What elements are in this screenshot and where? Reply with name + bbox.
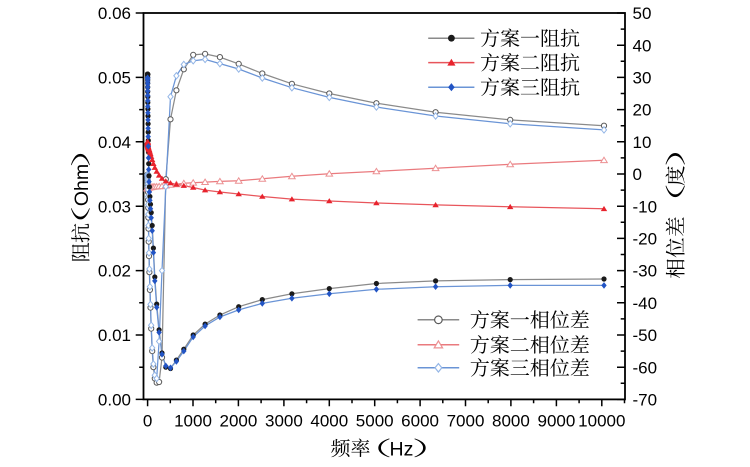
svg-text:40: 40	[633, 36, 652, 55]
svg-text:8000: 8000	[492, 411, 530, 430]
svg-text:-30: -30	[633, 262, 658, 281]
svg-text:4000: 4000	[310, 411, 348, 430]
svg-text:0: 0	[633, 165, 642, 184]
svg-text:0.02: 0.02	[98, 262, 131, 281]
svg-text:20: 20	[633, 101, 652, 120]
svg-text:3000: 3000	[265, 411, 303, 430]
svg-text:0.01: 0.01	[98, 326, 131, 345]
svg-text:7000: 7000	[447, 411, 485, 430]
svg-text:-10: -10	[633, 197, 658, 216]
svg-text:2000: 2000	[219, 411, 257, 430]
svg-text:Hz: Hz	[390, 439, 414, 461]
svg-text:50: 50	[633, 4, 652, 23]
svg-text:Ohm: Ohm	[71, 164, 93, 206]
svg-text:10: 10	[633, 133, 652, 152]
svg-text:0: 0	[143, 411, 152, 430]
svg-text:0.00: 0.00	[98, 391, 131, 410]
svg-text:0.04: 0.04	[98, 133, 131, 152]
svg-text:0.05: 0.05	[98, 69, 131, 88]
svg-text:-70: -70	[633, 391, 658, 410]
svg-text:0.03: 0.03	[98, 197, 131, 216]
svg-text:-60: -60	[633, 358, 658, 377]
svg-text:6000: 6000	[401, 411, 439, 430]
svg-text:30: 30	[633, 69, 652, 88]
svg-text:-20: -20	[633, 230, 658, 249]
svg-text:9000: 9000	[537, 411, 575, 430]
svg-text:10000: 10000	[578, 411, 625, 430]
svg-text:1000: 1000	[174, 411, 212, 430]
svg-text:-40: -40	[633, 294, 658, 313]
svg-text:-50: -50	[633, 326, 658, 345]
svg-text:0.06: 0.06	[98, 4, 131, 23]
svg-text:5000: 5000	[356, 411, 394, 430]
